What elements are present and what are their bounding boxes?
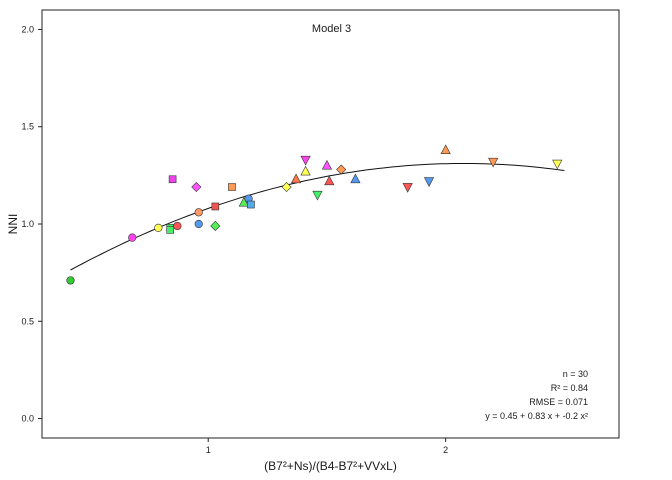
data-point [488, 157, 499, 168]
data-point [168, 175, 177, 184]
stat-n: n = 30 [563, 369, 588, 379]
data-point [336, 164, 347, 175]
x-tick-label: 1 [206, 445, 211, 455]
y-tick-label: 0.0 [21, 414, 34, 424]
data-point [312, 190, 323, 201]
data-point [350, 173, 361, 184]
fit-curve [70, 163, 565, 271]
data-point [228, 183, 236, 191]
data-point [300, 165, 311, 176]
data-point [66, 276, 75, 285]
data-point [191, 182, 202, 193]
data-point [290, 173, 302, 184]
stat-r2: R² = 0.84 [551, 383, 588, 393]
data-point [154, 223, 163, 232]
data-point [324, 175, 335, 186]
y-axis-label: NNI [6, 214, 20, 235]
data-point [281, 182, 292, 193]
y-axis: 0.0 0.5 1.0 1.5 2.0 [21, 24, 42, 424]
data-point [321, 159, 333, 170]
data-point [402, 183, 413, 193]
data-point [128, 233, 137, 242]
data-point [194, 219, 203, 229]
y-tick-label: 1.0 [21, 219, 34, 229]
y-tick-label: 1.5 [21, 122, 34, 132]
data-point [173, 221, 182, 231]
stat-rmse: RMSE = 0.071 [529, 397, 588, 407]
data-point [247, 200, 255, 209]
chart-title: Model 3 [312, 23, 351, 35]
data-point [166, 226, 175, 234]
x-tick-label: 2 [443, 445, 448, 455]
data-point [300, 155, 311, 166]
data-point [552, 159, 563, 170]
x-axis-label: (B7²+Ns)/(B4-B7²+VVxL) [264, 459, 397, 473]
data-point [194, 208, 203, 217]
data-point [210, 220, 221, 231]
stats-block: n = 30 R² = 0.84 RMSE = 0.071 y = 0.45 +… [485, 369, 588, 421]
stat-equation: y = 0.45 + 0.83 x + -0.2 x² [485, 411, 588, 421]
y-tick-label: 0.5 [21, 316, 34, 326]
y-tick-label: 2.0 [21, 24, 34, 34]
data-points [66, 144, 563, 285]
data-point [211, 202, 220, 211]
data-point [423, 177, 435, 187]
data-point [440, 144, 451, 154]
